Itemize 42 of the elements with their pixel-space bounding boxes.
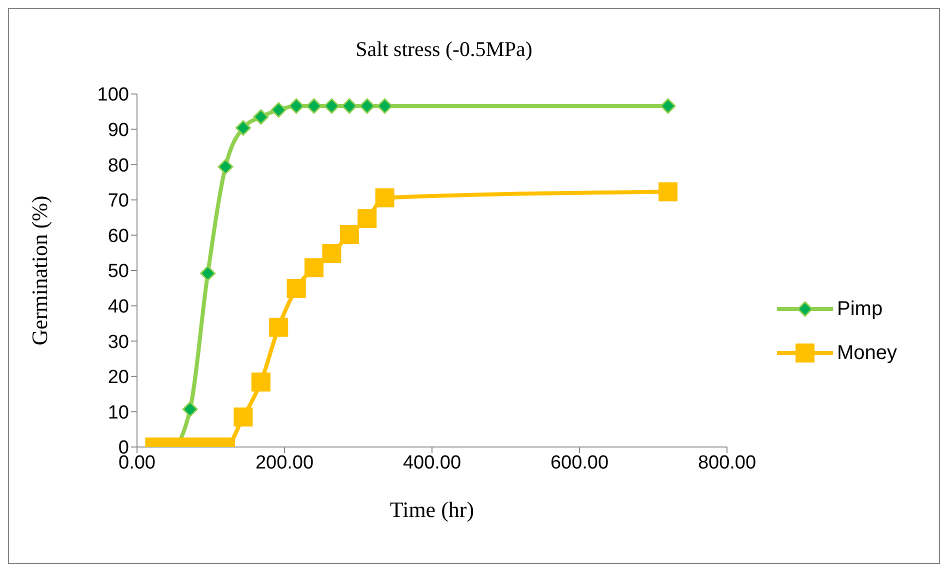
y-tick-label: 60 (108, 226, 129, 247)
point (660, 98, 676, 114)
legend-label: Money (837, 342, 898, 364)
y-tick-label: 70 (108, 190, 129, 212)
y-tick-label: 90 (108, 120, 129, 142)
y-tick-label: 30 (108, 332, 129, 353)
x-tick-label: 200.00 (255, 452, 314, 474)
point (342, 98, 358, 114)
point (286, 279, 306, 298)
point (304, 258, 324, 278)
point (253, 109, 269, 125)
point (182, 401, 198, 417)
x-tick-label: 400.00 (402, 452, 462, 474)
point (658, 182, 678, 202)
point (251, 372, 270, 392)
point (306, 98, 322, 114)
point (340, 224, 359, 244)
point (288, 98, 304, 114)
point (375, 188, 394, 208)
x-axis-title: Time (hr) (390, 497, 474, 522)
y-tick-label: 80 (108, 155, 129, 176)
point (218, 158, 234, 174)
x-tick-label: 800.00 (698, 452, 756, 474)
x-tick-label: 600.00 (550, 452, 609, 474)
point (322, 244, 342, 264)
y-axis-title: Germination (%) (26, 196, 52, 346)
point (270, 102, 286, 118)
point (324, 98, 340, 114)
point (200, 266, 216, 282)
y-tick-label: 100 (97, 84, 129, 106)
y-tick-label: 50 (108, 261, 129, 282)
chart-title: Salt stress (-0.5MPa) (354, 37, 534, 62)
point (235, 120, 251, 136)
y-tick-label: 20 (108, 367, 129, 388)
point (377, 98, 393, 114)
y-tick-label: 10 (108, 402, 129, 424)
point (359, 98, 375, 114)
point (234, 407, 253, 426)
y-tick-label: 40 (108, 296, 129, 318)
point (269, 318, 288, 337)
legend-label: Pimp (837, 298, 883, 320)
point (358, 209, 377, 228)
